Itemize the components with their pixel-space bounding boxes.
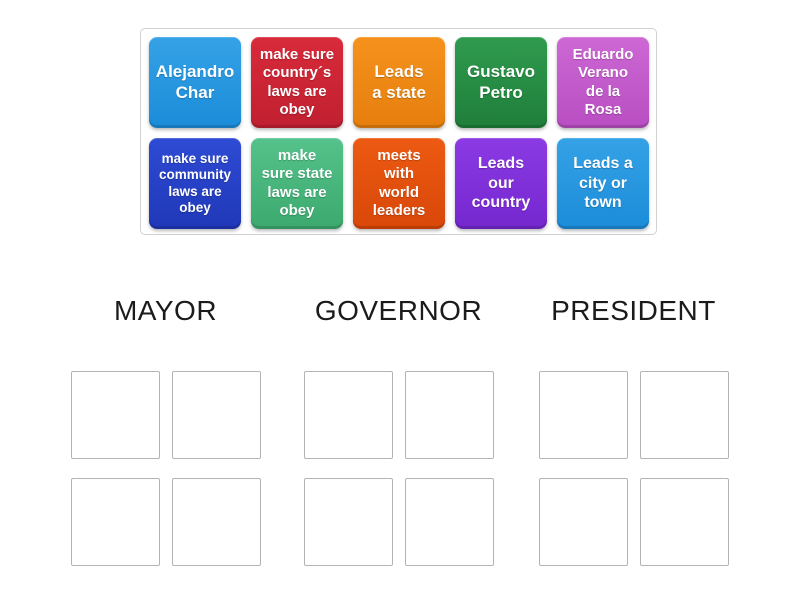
group-header-president: PRESIDENT <box>551 295 716 326</box>
drop-zone-mayor <box>71 371 261 566</box>
drop-slot[interactable] <box>640 478 729 566</box>
tile-label: make sure state laws are obey <box>261 146 333 219</box>
drop-slot[interactable] <box>405 478 494 566</box>
group-header-governor: GOVERNOR <box>314 295 483 326</box>
tile-label: make sure country´s laws are obey <box>259 45 335 118</box>
tile-pool: Alejandro Char make sure country´s laws … <box>140 28 657 235</box>
tile[interactable]: make sure community laws are obey <box>149 138 241 229</box>
tile-label: Alejandro Char <box>155 61 235 102</box>
tile[interactable]: Leads a state <box>353 37 445 128</box>
tile[interactable]: make sure state laws are obey <box>251 138 343 229</box>
tile-label: meets with world leaders <box>372 146 426 219</box>
tile-label: Leads our country <box>471 155 531 212</box>
tile[interactable]: Leads a city or town <box>557 138 649 229</box>
tile[interactable]: Gustavo Petro <box>455 37 547 128</box>
drop-slot[interactable] <box>71 478 160 566</box>
group-header-mayor: MAYOR <box>113 295 218 326</box>
drop-slot[interactable] <box>172 371 261 459</box>
drop-slot[interactable] <box>172 478 261 566</box>
tile-label: Eduardo Verano de la Rosa <box>572 45 634 118</box>
drop-slot[interactable] <box>405 371 494 459</box>
drop-zone-governor <box>304 371 494 566</box>
tile[interactable]: Alejandro Char <box>149 37 241 128</box>
tile[interactable]: Leads our country <box>455 138 547 229</box>
drop-slot[interactable] <box>539 371 628 459</box>
drop-slot[interactable] <box>71 371 160 459</box>
drop-zone-president <box>539 371 729 566</box>
drop-slot[interactable] <box>640 371 729 459</box>
tile[interactable]: meets with world leaders <box>353 138 445 229</box>
drop-slot[interactable] <box>539 478 628 566</box>
tile[interactable]: make sure country´s laws are obey <box>251 37 343 128</box>
tile-label: Leads a city or town <box>573 155 633 212</box>
drop-slot[interactable] <box>304 371 393 459</box>
tile[interactable]: Eduardo Verano de la Rosa <box>557 37 649 128</box>
drop-slot[interactable] <box>304 478 393 566</box>
tile-label: Gustavo Petro <box>466 61 536 102</box>
tile-label: make sure community laws are obey <box>158 150 231 215</box>
tile-label: Leads a state <box>372 61 426 102</box>
